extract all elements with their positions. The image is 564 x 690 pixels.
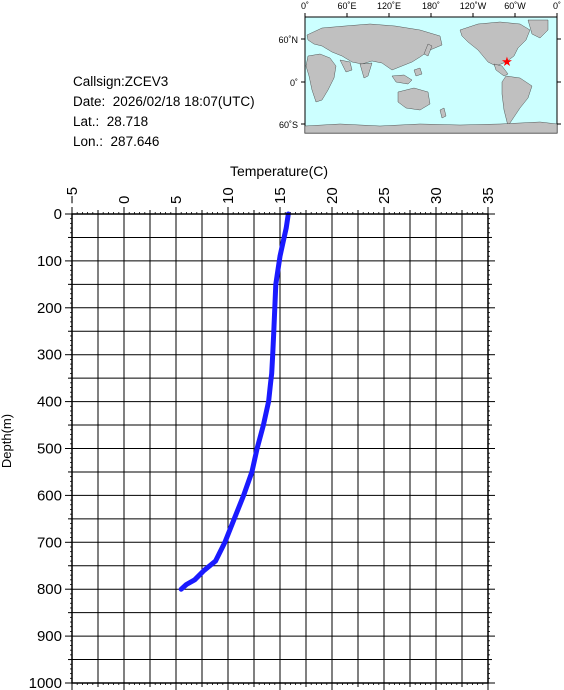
map-lon-label: 0˚	[301, 1, 309, 11]
plot-frame	[71, 213, 489, 684]
map-lat-label: 60˚N	[278, 35, 298, 45]
map-lon-label: 60˚W	[504, 1, 526, 11]
map-lon-label: 0˚	[553, 1, 561, 11]
x-tick-label: 30	[428, 187, 445, 204]
station-info: Callsign:ZCEV3 Date: 2026/02/18 18:07(UT…	[73, 72, 255, 152]
map-marker: ★	[501, 54, 513, 69]
y-tick-label: 400	[37, 394, 62, 411]
x-tick-label: −5	[64, 187, 81, 204]
map-land	[304, 19, 558, 134]
y-tick-label: 0	[54, 206, 62, 223]
y-tick-labels: 0 100 200 300 400 500 600 700 800 900 1000	[29, 206, 62, 690]
y-tick-label: 500	[37, 441, 62, 458]
map-lon-ticks	[304, 13, 558, 17]
x-tick-label: 20	[324, 187, 341, 204]
x-tick-label: 0	[116, 196, 133, 204]
y-tick-label: 200	[37, 300, 62, 317]
y-tick-label: 800	[37, 581, 62, 598]
map-lat-label: 60˚S	[279, 120, 298, 130]
x-tick-label: 5	[168, 196, 185, 204]
y-tick-label: 300	[37, 347, 62, 364]
lat-row: Lat.: 28.718	[73, 112, 255, 132]
lat-value: 28.718	[106, 114, 149, 129]
lon-label: Lon.:	[73, 134, 104, 149]
map-lon-label: 120˚W	[460, 1, 487, 11]
date-value: 2026/02/18 18:07(UTC)	[112, 94, 255, 109]
y-tick-label: 100	[37, 253, 62, 270]
map-lon-label: 60˚E	[337, 1, 356, 11]
lon-value: 287.646	[110, 134, 160, 149]
y-tick-label: 700	[37, 534, 62, 551]
y-axis-title: Depth(m)	[0, 414, 14, 468]
x-tick-label: 25	[376, 187, 393, 204]
lon-row: Lon.: 287.646	[73, 132, 255, 152]
callsign-text: Callsign:ZCEV3	[73, 74, 169, 89]
y-tick-label: 600	[37, 487, 62, 504]
map-lon-label: 120˚E	[377, 1, 401, 11]
chart-grid	[71, 213, 489, 684]
temperature-profile-line	[178, 211, 291, 592]
date-row: Date: 2026/02/18 18:07(UTC)	[73, 92, 255, 112]
location-marker-icon: ★	[501, 54, 513, 69]
lat-label: Lat.:	[73, 114, 100, 129]
map-lat-label: 0˚	[290, 78, 298, 88]
y-tick-label: 900	[37, 628, 62, 645]
x-tick-label: 15	[272, 187, 289, 204]
map-lon-label: 180˚	[422, 1, 440, 11]
x-tick-label: 35	[480, 187, 497, 204]
date-label: Date:	[73, 94, 106, 109]
world-map: ★ 0˚ 60˚E 120˚E 180˚ 120˚W 60˚W 0˚ 60˚N …	[278, 1, 561, 134]
y-tick-label: 1000	[29, 675, 62, 690]
map-lat-ticks	[301, 38, 561, 125]
x-tick-labels: −5 0 5 10 15 20 25 30 35	[64, 187, 497, 204]
x-tick-label: 10	[220, 187, 237, 204]
x-axis-title: Temperature(C)	[230, 163, 328, 179]
